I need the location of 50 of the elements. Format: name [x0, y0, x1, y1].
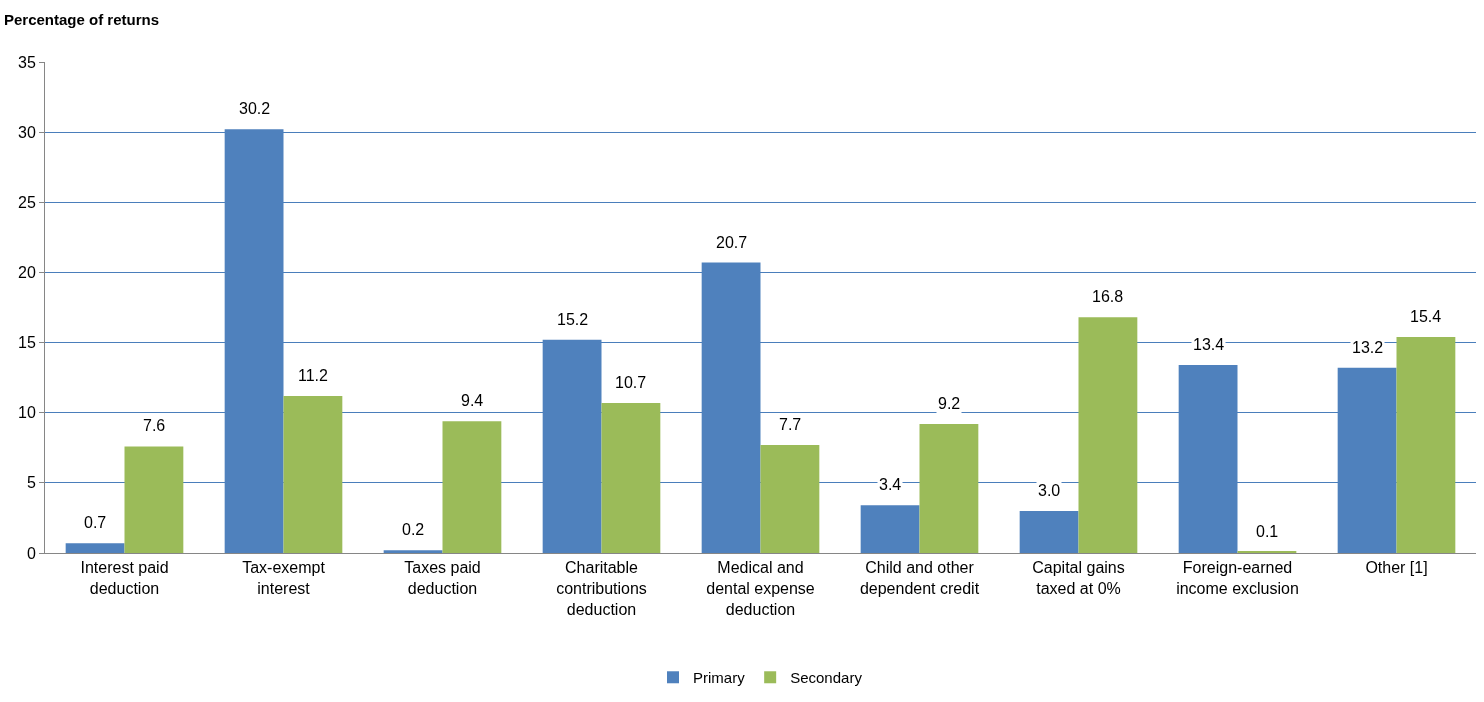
data-label: 0.2 [402, 521, 425, 538]
x-tick-label: Taxes paid deduction [404, 559, 481, 597]
data-label: 11.2 [298, 367, 329, 384]
y-tick-label: 10 [18, 404, 36, 422]
y-tick-label: 20 [18, 264, 36, 282]
data-label: 0.1 [1256, 523, 1279, 540]
x-tick-label: Child and other dependent credit [859, 559, 980, 597]
data-label: 9.2 [938, 395, 961, 412]
data-label: 3.0 [1038, 482, 1061, 499]
x-tick-label: Medical and dental expense deduction [706, 559, 815, 618]
bar [919, 423, 979, 553]
data-label: 16.8 [1092, 288, 1124, 305]
bar [383, 550, 443, 553]
data-label: 10.7 [615, 374, 647, 391]
data-label: 15.4 [1410, 308, 1442, 325]
data-label: 0.7 [84, 514, 107, 531]
data-label: 20.7 [716, 234, 748, 251]
data-label: 3.4 [879, 476, 902, 493]
y-tick-label: 35 [18, 53, 36, 71]
y-tick-label: 0 [26, 544, 36, 562]
y-axis-title: Percentage of returns [4, 11, 160, 28]
bar [1396, 336, 1456, 553]
data-label: 15.2 [557, 311, 589, 328]
x-tick-label: Other [1] [1365, 559, 1428, 577]
bar [442, 421, 502, 553]
x-tick-label: Tax-exempt interest [242, 559, 326, 597]
bar [1019, 510, 1079, 553]
y-tick-label: 30 [18, 123, 36, 141]
bar [283, 395, 343, 553]
data-label: 13.2 [1352, 339, 1384, 356]
bar [124, 446, 184, 553]
x-tick-label: Charitable contributions deduction [556, 559, 647, 618]
x-tick-label: Foreign-earned income exclusion [1176, 559, 1299, 597]
data-label: 7.7 [779, 416, 802, 433]
bar [65, 543, 125, 553]
x-tick-label: Interest paid deduction [80, 559, 169, 597]
y-tick-label: 5 [26, 474, 36, 492]
x-tick-label: Capital gains taxed at 0% [1032, 559, 1125, 597]
data-label: 7.6 [143, 417, 166, 434]
y-tick-label: 25 [18, 193, 36, 211]
bar [860, 505, 920, 553]
legend-label: Secondary [790, 669, 863, 687]
legend-label: Primary [693, 669, 746, 687]
bar [1078, 317, 1138, 553]
data-label: 30.2 [239, 100, 271, 117]
data-label: 13.4 [1193, 336, 1225, 353]
bar [601, 402, 661, 553]
y-tick-label: 15 [18, 334, 36, 352]
data-label: 9.4 [461, 392, 484, 409]
bar [760, 444, 820, 553]
